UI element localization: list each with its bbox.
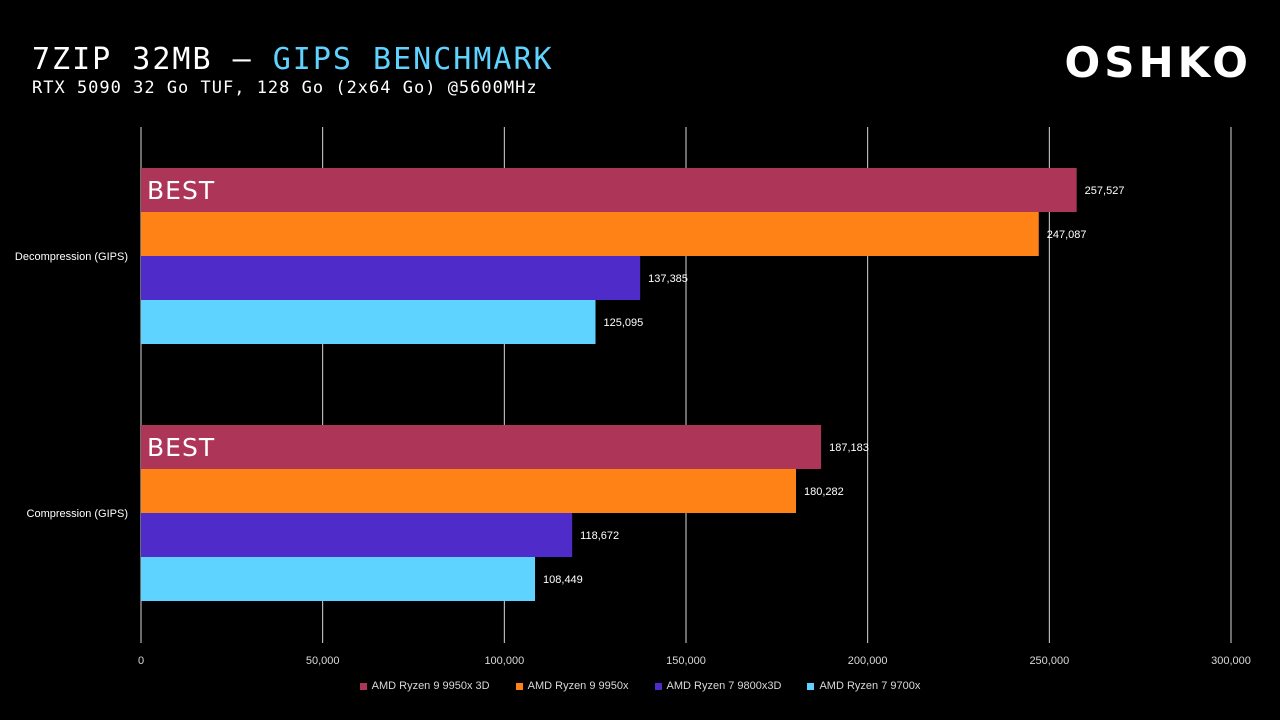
bar [141,557,536,601]
chart-subtitle: RTX 5090 32 Go TUF, 128 Go (2x64 Go) @56… [32,78,538,98]
data-label: 257,527 [1085,185,1125,197]
category-label: Compression (GIPS) [27,508,128,520]
legend-item: AMD Ryzen 7 9700x [807,680,920,692]
data-label: 187,183 [829,442,869,454]
bar [141,256,641,300]
x-tick-label: 50,000 [306,655,340,667]
best-annotation: BEST [147,433,215,462]
data-label: 180,282 [804,486,844,498]
chart-legend: AMD Ryzen 9 9950x 3D AMD Ryzen 9 9950x AMD… [0,680,1280,692]
legend-swatch [807,682,815,690]
x-tick-label: 300,000 [1211,655,1251,667]
x-tick-label: 100,000 [484,655,524,667]
legend-label: AMD Ryzen 7 9700x [819,680,921,692]
data-label: 108,449 [543,574,583,586]
data-label: 125,095 [604,317,644,329]
x-tick-label: 150,000 [666,655,706,667]
legend-label: AMD Ryzen 7 9800x3D [666,680,782,692]
legend-label: AMD Ryzen 9 9950x 3D [371,680,490,692]
data-label: 247,087 [1047,229,1087,241]
chart-title-accent: GIPS BENCHMARK [272,42,554,77]
bar [141,469,797,513]
legend-item: AMD Ryzen 9 9950x 3D [359,680,490,692]
bar [141,300,596,344]
legend-item: AMD Ryzen 9 9950x [515,680,629,692]
legend-item: AMD Ryzen 7 9800x3D [654,680,782,692]
bar [141,425,822,469]
bar [141,212,1039,256]
chart-title-main: 7ZIP 32MB – [32,42,273,77]
x-tick-label: 250,000 [1029,655,1069,667]
bar [141,168,1077,212]
legend-swatch [515,682,523,690]
chart-title: 7ZIP 32MB – GIPS BENCHMARK [32,42,554,77]
legend-swatch [359,682,367,690]
brand-logo: OSHKO [1064,38,1252,87]
data-label: 137,385 [648,273,688,285]
legend-label: AMD Ryzen 9 9950x [527,680,629,692]
bar [141,513,573,557]
legend-swatch [654,682,662,690]
category-label: Decompression (GIPS) [15,251,128,263]
best-annotation: BEST [147,176,215,205]
x-tick-label: 0 [138,655,144,667]
data-label: 118,672 [580,530,619,542]
x-tick-label: 200,000 [848,655,888,667]
